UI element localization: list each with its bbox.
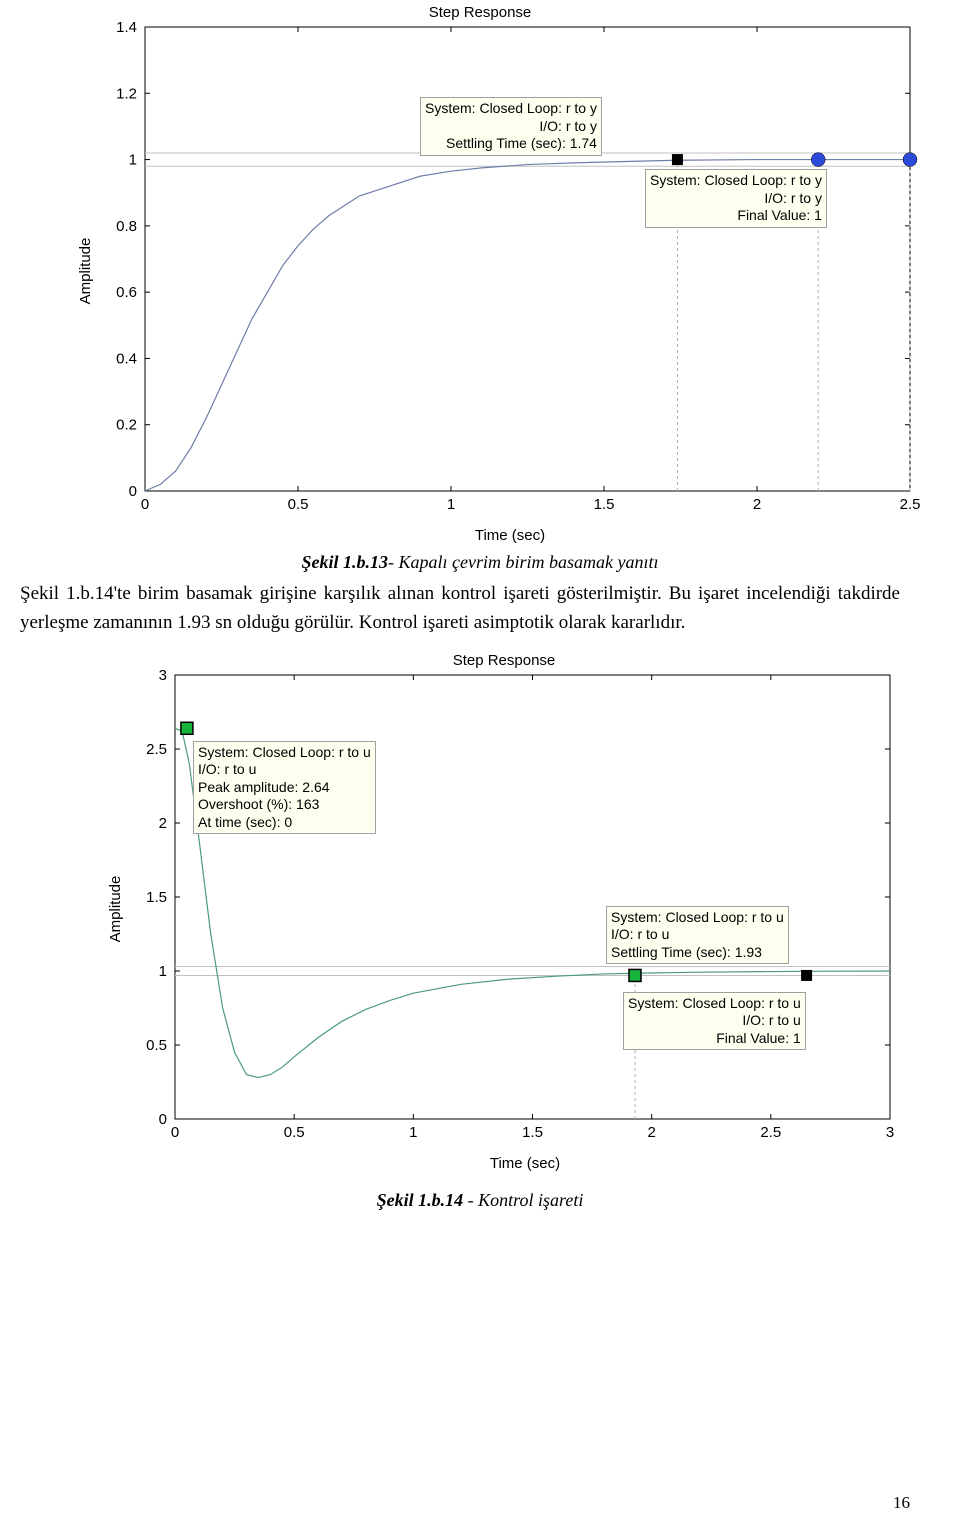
svg-text:3: 3 <box>886 1124 894 1141</box>
svg-text:0.2: 0.2 <box>116 417 137 434</box>
tooltip-line: System: Closed Loop: r to u <box>628 995 801 1011</box>
chart2-xlabel: Time (sec) <box>90 1155 960 1172</box>
chart1-ylabel: Amplitude <box>77 238 94 305</box>
tooltip-line: I/O: r to u <box>742 1012 800 1028</box>
tooltip-line: I/O: r to u <box>198 761 256 777</box>
svg-text:1: 1 <box>409 1124 417 1141</box>
svg-text:0.6: 0.6 <box>116 284 137 301</box>
tooltip-line: Settling Time (sec): 1.74 <box>446 135 597 151</box>
svg-text:1.5: 1.5 <box>594 496 615 513</box>
svg-text:2.5: 2.5 <box>146 741 167 758</box>
svg-text:2.5: 2.5 <box>900 496 920 513</box>
body-paragraph: Şekil 1.b.14'te birim basamak girişine k… <box>20 579 900 638</box>
tooltip-line: System: Closed Loop: r to y <box>425 100 597 116</box>
tooltip-line: I/O: r to y <box>764 190 822 206</box>
caption2: Şekil 1.b.14 - Kontrol işareti <box>0 1190 960 1211</box>
tooltip-line: Final Value: 1 <box>716 1030 801 1046</box>
svg-text:3: 3 <box>159 669 167 684</box>
caption1: Şekil 1.b.13- Kapalı çevrim birim basama… <box>0 552 960 573</box>
svg-text:1.5: 1.5 <box>522 1124 543 1141</box>
chart1-svg: 0 0.5 1 1.5 2 2.5 0 0.2 0.4 0.6 0.8 1 1.2 1.4 <box>90 21 920 521</box>
svg-text:1: 1 <box>447 496 455 513</box>
svg-text:0.5: 0.5 <box>284 1124 305 1141</box>
chart2-tooltip-final: System: Closed Loop: r to u I/O: r to u … <box>623 992 806 1051</box>
svg-text:2: 2 <box>159 815 167 832</box>
svg-text:0: 0 <box>129 483 137 500</box>
svg-text:1: 1 <box>159 963 167 980</box>
chart2-tooltip-settling: System: Closed Loop: r to u I/O: r to u … <box>606 906 789 965</box>
caption2-bold: Şekil 1.b.14 <box>377 1190 464 1210</box>
svg-text:0.4: 0.4 <box>116 350 137 367</box>
svg-text:0: 0 <box>159 1111 167 1128</box>
chart2-area: Amplitude 00.511.522.5300.511.522.53 Sys… <box>120 669 900 1149</box>
svg-text:0: 0 <box>141 496 149 513</box>
caption1-bold: Şekil 1.b.13 <box>302 552 389 572</box>
svg-text:0.5: 0.5 <box>146 1037 167 1054</box>
tooltip-line: System: Closed Loop: r to y <box>650 172 822 188</box>
svg-text:2.5: 2.5 <box>760 1124 781 1141</box>
chart2-ylabel: Amplitude <box>107 876 124 943</box>
chart2-tooltip-peak: System: Closed Loop: r to u I/O: r to u … <box>193 741 376 835</box>
tooltip-line: I/O: r to y <box>539 118 597 134</box>
tooltip-line: Final Value: 1 <box>737 207 822 223</box>
chart1-area: Amplitude 00.511.522.500.20.40.60.811.21… <box>90 21 920 521</box>
svg-text:1: 1 <box>129 152 137 169</box>
tooltip-line: At time (sec): 0 <box>198 814 292 830</box>
tooltip-line: Overshoot (%): 163 <box>198 796 319 812</box>
page-number: 16 <box>893 1493 910 1513</box>
tooltip-line: System: Closed Loop: r to u <box>611 909 784 925</box>
chart2-title: Step Response <box>48 652 960 669</box>
tooltip-line: I/O: r to u <box>611 926 669 942</box>
tooltip-line: Peak amplitude: 2.64 <box>198 779 330 795</box>
chart1-xlabel: Time (sec) <box>60 527 960 544</box>
svg-text:1.4: 1.4 <box>116 21 137 36</box>
svg-text:2: 2 <box>753 496 761 513</box>
svg-text:1.2: 1.2 <box>116 85 137 102</box>
caption2-rest: - Kontrol işareti <box>463 1190 583 1210</box>
svg-text:1.5: 1.5 <box>146 889 167 906</box>
svg-text:0.5: 0.5 <box>288 496 309 513</box>
tooltip-line: System: Closed Loop: r to u <box>198 744 371 760</box>
chart1-tooltip-settling: System: Closed Loop: r to y I/O: r to y … <box>420 97 602 156</box>
svg-text:2: 2 <box>647 1124 655 1141</box>
tooltip-line: Settling Time (sec): 1.93 <box>611 944 762 960</box>
svg-text:0: 0 <box>171 1124 179 1141</box>
svg-text:0.8: 0.8 <box>116 218 137 235</box>
chart1-tooltip-final: System: Closed Loop: r to y I/O: r to y … <box>645 169 827 228</box>
caption1-rest: - Kapalı çevrim birim basamak yanıtı <box>388 552 658 572</box>
chart1-title: Step Response <box>0 4 960 21</box>
